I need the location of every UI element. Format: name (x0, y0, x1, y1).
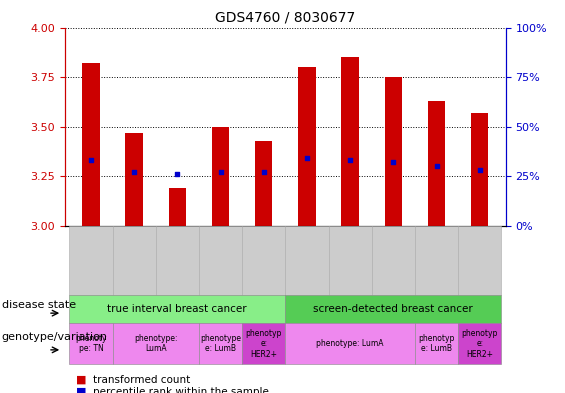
Point (259, 169, 268, 176)
Text: phenotyp
e:
HER2+: phenotyp e: HER2+ (246, 329, 282, 358)
Bar (255, 141, 272, 226)
Point (346, 157, 355, 163)
Point (216, 169, 225, 176)
Bar (298, 67, 316, 226)
Point (173, 171, 182, 178)
Bar (169, 188, 186, 226)
Bar (385, 77, 402, 226)
Text: phenoty
pe: TN: phenoty pe: TN (75, 334, 107, 353)
Bar (82, 63, 99, 226)
Point (432, 163, 441, 170)
Text: phenotyp
e:
HER2+: phenotyp e: HER2+ (462, 329, 498, 358)
Text: percentile rank within the sample: percentile rank within the sample (93, 387, 269, 393)
Point (302, 155, 311, 162)
Text: genotype/variation: genotype/variation (2, 332, 108, 342)
Text: true interval breast cancer: true interval breast cancer (107, 304, 247, 314)
Text: phenotype: LumA: phenotype: LumA (316, 339, 384, 348)
Title: GDS4760 / 8030677: GDS4760 / 8030677 (215, 11, 355, 25)
Bar (471, 113, 488, 226)
Point (475, 167, 484, 174)
Text: screen-detected breast cancer: screen-detected breast cancer (314, 304, 473, 314)
Bar (212, 127, 229, 226)
Point (389, 159, 398, 165)
Bar (125, 133, 143, 226)
Text: phenotyp
e: LumB: phenotyp e: LumB (418, 334, 455, 353)
Text: phenotype
e: LumB: phenotype e: LumB (200, 334, 241, 353)
Text: ■: ■ (76, 387, 87, 393)
Text: transformed count: transformed count (93, 375, 190, 385)
Point (86, 157, 95, 163)
Bar (341, 57, 359, 226)
Text: phenotype:
LumA: phenotype: LumA (134, 334, 177, 353)
Text: disease state: disease state (2, 299, 76, 310)
Point (129, 169, 138, 176)
Text: ■: ■ (76, 375, 87, 385)
Bar (428, 101, 445, 226)
